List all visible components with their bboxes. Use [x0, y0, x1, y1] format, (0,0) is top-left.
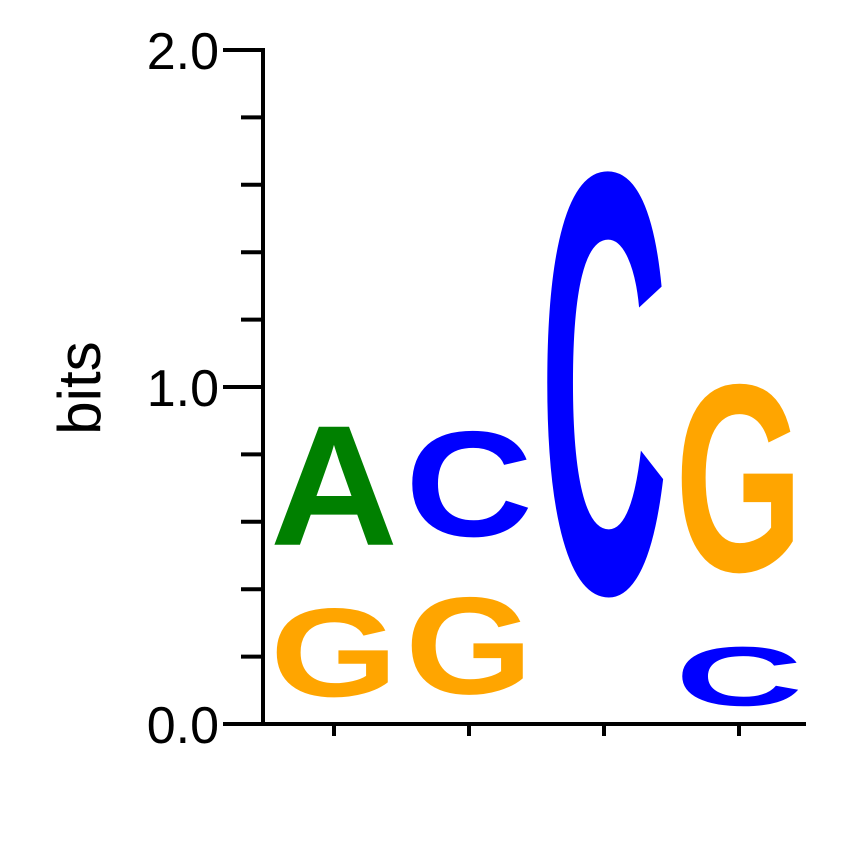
y-axis-title: bits [46, 341, 113, 434]
y-tick-label: 1.0 [147, 360, 219, 418]
logo-letter-g: G [675, 330, 803, 629]
logo-letter-c: C [405, 400, 533, 568]
logo-letter-a: A [270, 389, 398, 581]
y-tick-label: 2.0 [147, 23, 219, 81]
logo-letter-c: C [675, 630, 803, 724]
y-tick-label: 0.0 [147, 697, 219, 755]
logo-letter-c: C [540, 48, 668, 721]
logo-letter-g: G [405, 569, 533, 724]
axes: 0.0 1.0 2.0 [147, 23, 806, 755]
logo-letter-g: G [270, 582, 398, 723]
